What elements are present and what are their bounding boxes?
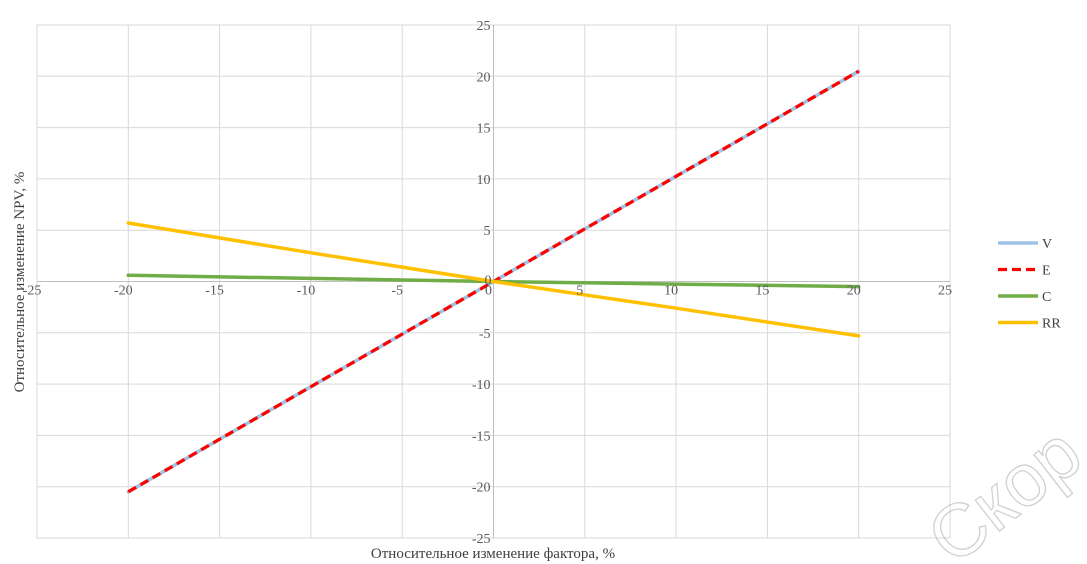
x-tick-label: -20: [114, 283, 133, 298]
series-lines: [126, 69, 861, 494]
series-line-rr: [126, 221, 861, 338]
y-tick-label: 0: [485, 274, 492, 289]
x-tick-label: 25: [938, 283, 952, 298]
x-tick-label: -25: [23, 283, 42, 298]
x-tick-label: -15: [205, 283, 224, 298]
y-tick-label: 25: [477, 19, 491, 34]
legend-label-e: E: [1042, 264, 1051, 279]
y-tick-label: -10: [472, 378, 491, 393]
x-tick-label: 20: [847, 283, 861, 298]
x-tick-label: -10: [297, 283, 316, 298]
y-tick-label: 15: [477, 122, 491, 137]
x-tick-labels: -25 -20 -15 -10 -5 0 5 10 15 20 25: [23, 283, 952, 298]
legend-label-rr: RR: [1042, 317, 1061, 332]
y-tick-label: -20: [472, 481, 491, 496]
y-tick-label: -25: [472, 532, 491, 547]
y-tick-label: -15: [472, 429, 491, 444]
legend-label-c: C: [1042, 290, 1051, 305]
y-axis-title: Относительное изменение NPV, %: [12, 172, 28, 393]
x-tick-label: 15: [755, 283, 769, 298]
legend-label-v: V: [1042, 237, 1052, 252]
y-tick-label: 10: [477, 173, 491, 188]
y-tick-label: 20: [477, 70, 491, 85]
x-tick-label: 0: [485, 283, 492, 298]
legend: VEC RR: [998, 237, 1061, 332]
x-tick-label: 10: [664, 283, 678, 298]
x-tick-label: 5: [576, 283, 583, 298]
y-tick-label: -5: [479, 327, 491, 342]
x-axis-title: Относительное изменение фактора, %: [371, 546, 615, 562]
x-tick-label: -5: [391, 283, 403, 298]
y-tick-labels: -25 -20 -15 -10 -5 0 5 10 15 20 25: [472, 19, 492, 547]
y-tick-label: 5: [484, 224, 491, 239]
